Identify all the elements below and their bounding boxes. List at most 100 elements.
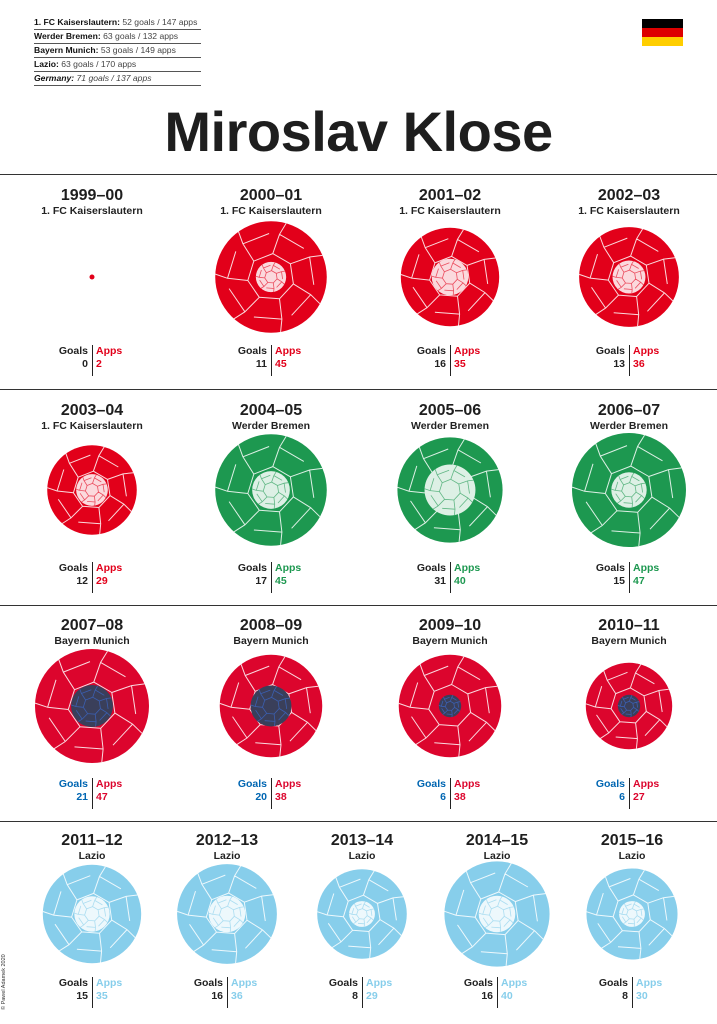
apps-label: Apps xyxy=(96,345,123,357)
season-card: 2003–04 1. FC Kaiserslautern xyxy=(22,402,162,433)
stats-divider xyxy=(271,562,272,593)
season-label: 2010–11 xyxy=(598,617,660,634)
goals-value: 31 xyxy=(434,575,446,587)
goals-label: Goals xyxy=(598,977,628,989)
apps-label: Apps xyxy=(231,977,258,989)
germany-flag-icon xyxy=(642,19,683,46)
goals-label: Goals xyxy=(595,562,625,574)
goals-stat: Goals 20 xyxy=(238,778,267,804)
apps-value: 29 xyxy=(366,990,378,1002)
ball-graphic xyxy=(559,644,699,768)
apps-label: Apps xyxy=(633,562,660,574)
goals-ball-seams xyxy=(70,685,112,727)
ball-seams xyxy=(585,664,669,749)
club-label: Lazio xyxy=(483,850,511,862)
ball-graphic xyxy=(201,644,341,768)
goals-ball xyxy=(424,464,476,516)
season-card: 2005–06 Werder Bremen xyxy=(380,402,520,433)
stats-divider xyxy=(450,778,451,809)
legend-club: Lazio: xyxy=(34,59,59,69)
goals-label: Goals xyxy=(416,562,446,574)
ball-graphic xyxy=(427,852,567,976)
apps-stat: Apps 27 xyxy=(633,778,659,804)
goals-ball-seams xyxy=(618,901,644,927)
page-title: Miroslav Klose xyxy=(164,100,553,163)
goals-label: Goals xyxy=(58,562,88,574)
apps-label: Apps xyxy=(636,977,663,989)
apps-value: 27 xyxy=(633,791,645,803)
goals-label: Goals xyxy=(58,345,88,357)
apps-value: 35 xyxy=(96,990,108,1002)
apps-stat: Apps 38 xyxy=(454,778,480,804)
legend-club: Germany: xyxy=(34,73,75,83)
goals-value: 16 xyxy=(434,358,446,370)
season-label: 2015–16 xyxy=(600,832,664,849)
club-label: Bayern Munich xyxy=(412,635,488,647)
apps-stat: Apps 40 xyxy=(454,562,480,588)
legend-row: 1. FC Kaiserslautern: 52 goals / 147 app… xyxy=(34,16,201,30)
ball-seams xyxy=(317,870,404,959)
club-label: 1. FC Kaiserslautern xyxy=(41,420,143,432)
club-label: Werder Bremen xyxy=(231,420,310,432)
ball-svg xyxy=(219,654,323,758)
legend-value: 71 goals / 137 apps xyxy=(74,73,152,83)
season-card: 2011–12 Lazio xyxy=(22,832,162,863)
season-label: 2012–13 xyxy=(195,832,259,849)
goals-value: 15 xyxy=(76,990,88,1002)
goals-stat: Goals 15 xyxy=(59,977,88,1003)
ball-graphic xyxy=(559,215,699,339)
ball-svg xyxy=(579,227,679,327)
ball-seams xyxy=(42,866,138,963)
ball-graphic xyxy=(201,428,341,552)
goals-label: Goals xyxy=(595,345,625,357)
goals-ball-seams xyxy=(252,471,289,509)
goals-stat: Goals 12 xyxy=(59,562,88,588)
apps-stat: Apps 47 xyxy=(96,778,122,804)
goals-label: Goals xyxy=(237,778,267,790)
season-label: 2005–06 xyxy=(418,402,482,419)
apps-stat: Apps 30 xyxy=(636,977,662,1003)
ball-seams xyxy=(215,436,323,545)
season-card: 2008–09 Bayern Munich xyxy=(201,617,341,648)
goals-stat: Goals 6 xyxy=(417,778,446,804)
goals-stat: Goals 8 xyxy=(599,977,628,1003)
ball-seams xyxy=(579,228,676,327)
season-label: 2006–07 xyxy=(597,402,661,419)
goals-ball xyxy=(349,901,375,927)
ball-svg xyxy=(89,274,95,280)
apps-label: Apps xyxy=(454,562,481,574)
goals-label: Goals xyxy=(193,977,223,989)
club-label: Werder Bremen xyxy=(589,420,668,432)
stats-divider xyxy=(92,562,93,593)
apps-value: 2 xyxy=(96,358,102,370)
goals-stat: Goals 16 xyxy=(464,977,493,1003)
apps-value: 36 xyxy=(633,358,645,370)
goals-stat: Goals 0 xyxy=(59,345,88,371)
apps-label: Apps xyxy=(501,977,528,989)
goals-value: 11 xyxy=(255,358,267,370)
ball-svg xyxy=(586,868,678,960)
row-divider xyxy=(0,821,717,822)
apps-value: 38 xyxy=(275,791,287,803)
season-label: 2013–14 xyxy=(330,832,394,849)
goals-stat: Goals 8 xyxy=(329,977,358,1003)
club-label: Bayern Munich xyxy=(54,635,130,647)
goals-ball xyxy=(612,260,646,294)
goals-stat: Goals 13 xyxy=(596,345,625,371)
goals-label: Goals xyxy=(58,778,88,790)
ball-graphic xyxy=(22,644,162,768)
stats-divider xyxy=(629,345,630,376)
goals-ball-seams xyxy=(431,259,467,296)
ball-seams xyxy=(215,223,323,332)
season-card: 2004–05 Werder Bremen xyxy=(201,402,341,433)
season-label: 2004–05 xyxy=(239,402,303,419)
club-label: 1. FC Kaiserslautern xyxy=(578,205,680,217)
ball-seams xyxy=(444,863,546,966)
apps-label: Apps xyxy=(96,562,123,574)
ball-graphic xyxy=(22,852,162,976)
copyright-note: © Pawel Adamek 2020 xyxy=(1,954,7,1010)
ball-graphic xyxy=(22,428,162,552)
season-label: 2014–15 xyxy=(465,832,529,849)
season-card: 2009–10 Bayern Munich xyxy=(380,617,520,648)
stats-divider xyxy=(92,778,93,809)
